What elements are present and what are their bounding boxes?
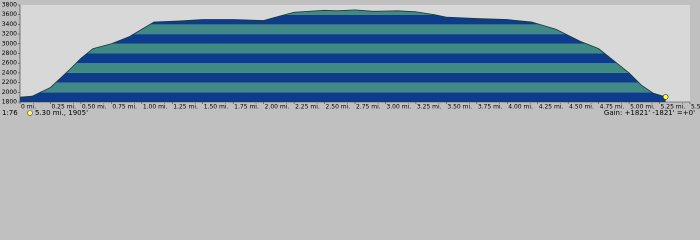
elevation-band: [20, 9, 666, 15]
elevation-band: [20, 82, 666, 93]
y-tick-label: 3600: [2, 11, 17, 18]
y-tick-label: 2600: [2, 60, 17, 67]
y-tick-label: 2800: [2, 50, 17, 57]
elevation-band: [20, 53, 666, 64]
elevation-band: [20, 14, 666, 25]
y-tick-label: 3000: [2, 40, 17, 47]
y-tick-label: 2000: [2, 89, 17, 96]
x-tick-label: 3.25 mi.: [417, 104, 442, 111]
elevation-band: [20, 63, 666, 73]
elevation-line: [19, 9, 666, 98]
x-tick-label: 4.75 mi.: [600, 104, 625, 111]
x-tick-label: 0.50 mi.: [82, 104, 107, 111]
x-tick-label: 4.25 mi.: [539, 104, 564, 111]
x-tick-label: 3.75 mi.: [478, 104, 503, 111]
cursor-icon: [27, 110, 33, 116]
elevation-band: [20, 43, 666, 54]
x-tick-label: 5.50 mi.: [691, 104, 700, 111]
x-tick-label: 4.00 mi.: [508, 104, 533, 111]
x-tick-label: 5.25 mi.: [661, 104, 686, 111]
cursor-label: 5.30 mi., 1905': [35, 109, 88, 117]
x-tick-label: 0.75 mi.: [112, 104, 137, 111]
x-tick-label: 3.00 mi.: [386, 104, 411, 111]
scale-label: 1:76: [2, 109, 18, 117]
gain-label: Gain: +1821' -1821' =+0': [604, 109, 695, 117]
x-tick-label: 1.00 mi.: [143, 104, 168, 111]
elevation-band: [20, 92, 666, 102]
x-tick-label: 4.50 mi.: [569, 104, 594, 111]
elevation-band: [20, 72, 666, 83]
y-tick-label: 2400: [2, 69, 17, 76]
elevation-chart: 1:76 5.30 mi., 1905' Gain: +1821' -1821'…: [2, 2, 700, 118]
y-tick-label: 3800: [2, 2, 17, 9]
x-tick-label: 0 mi.: [21, 104, 36, 111]
y-tick-label: 1800: [2, 99, 17, 106]
x-tick-label: 0.25 mi.: [51, 104, 76, 111]
y-tick-label: 2200: [2, 79, 17, 86]
x-tick-label: 3.50 mi.: [447, 104, 472, 111]
x-tick-label: 5.00 mi.: [630, 104, 655, 111]
y-tick-label: 3400: [2, 21, 17, 28]
elevation-band: [20, 24, 666, 35]
y-tick-label: 3200: [2, 31, 17, 38]
x-tick-label: 1.75 mi.: [234, 104, 259, 111]
x-tick-label: 2.00 mi.: [265, 104, 290, 111]
x-tick-label: 2.50 mi.: [326, 104, 351, 111]
x-tick-label: 2.25 mi.: [295, 104, 320, 111]
x-tick-label: 2.75 mi.: [356, 104, 381, 111]
x-tick-label: 1.25 mi.: [173, 104, 198, 111]
cursor-point: [662, 94, 669, 100]
x-tick-label: 1.50 mi.: [204, 104, 229, 111]
elevation-band: [20, 34, 666, 44]
